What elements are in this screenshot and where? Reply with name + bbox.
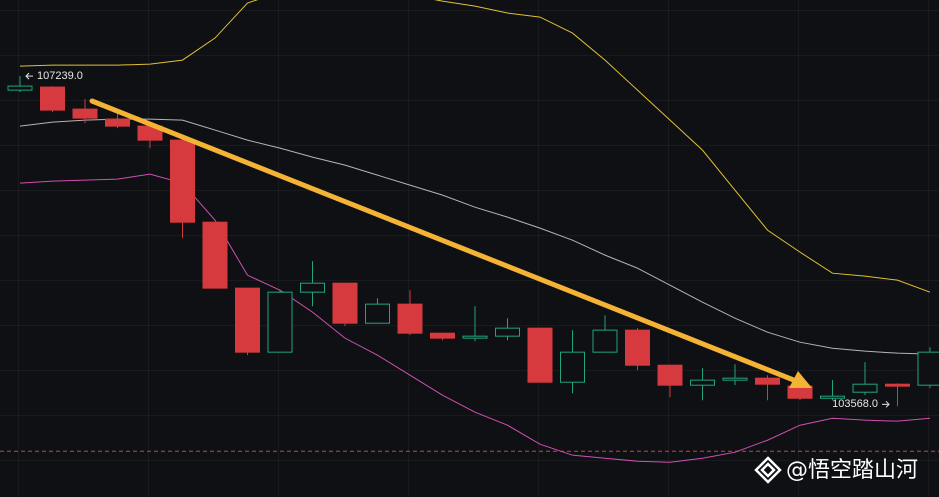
labels: 107239.0 103568.0 — [25, 70, 890, 410]
candle-body — [625, 329, 650, 366]
candle-body — [527, 327, 553, 383]
candle-body — [365, 303, 390, 324]
candle-body — [885, 383, 910, 387]
candle-body — [397, 303, 423, 334]
band-line — [19, 0, 931, 293]
candle-body — [170, 139, 195, 223]
min-label-arrowhead — [885, 400, 890, 408]
candle-body — [40, 86, 65, 111]
candle-body — [592, 329, 618, 353]
candle-body — [755, 377, 780, 385]
candle-body — [430, 332, 455, 339]
candle-body — [690, 379, 715, 386]
candle-body — [495, 327, 520, 337]
watermark-text: @悟空踏山河 — [786, 458, 918, 483]
min-label: 103568.0 — [832, 398, 878, 410]
candles — [7, 76, 939, 407]
watermark-logo — [754, 456, 782, 484]
candle-body — [722, 377, 748, 381]
max-label-arrowhead — [25, 72, 30, 80]
candle-body — [820, 395, 845, 399]
trend-arrow — [89, 98, 812, 388]
candle-body — [267, 291, 293, 353]
max-label: 107239.0 — [37, 70, 83, 82]
candle-body — [72, 108, 98, 119]
candle-body — [852, 383, 878, 393]
candle-body — [560, 351, 585, 383]
band-line — [19, 118, 931, 355]
candle-body — [235, 287, 260, 353]
logo-diamond — [754, 456, 782, 484]
candle-body — [202, 221, 228, 289]
trend-arrow-head — [789, 371, 812, 388]
bands — [0, 0, 939, 463]
candle-body — [300, 282, 325, 293]
candle-body — [462, 335, 488, 339]
trend-arrow-shaft — [89, 98, 799, 384]
candle-body — [7, 85, 33, 91]
candle-body — [917, 351, 939, 386]
candle-body — [332, 282, 358, 324]
candle-body — [105, 118, 130, 127]
candle-body — [657, 364, 683, 386]
